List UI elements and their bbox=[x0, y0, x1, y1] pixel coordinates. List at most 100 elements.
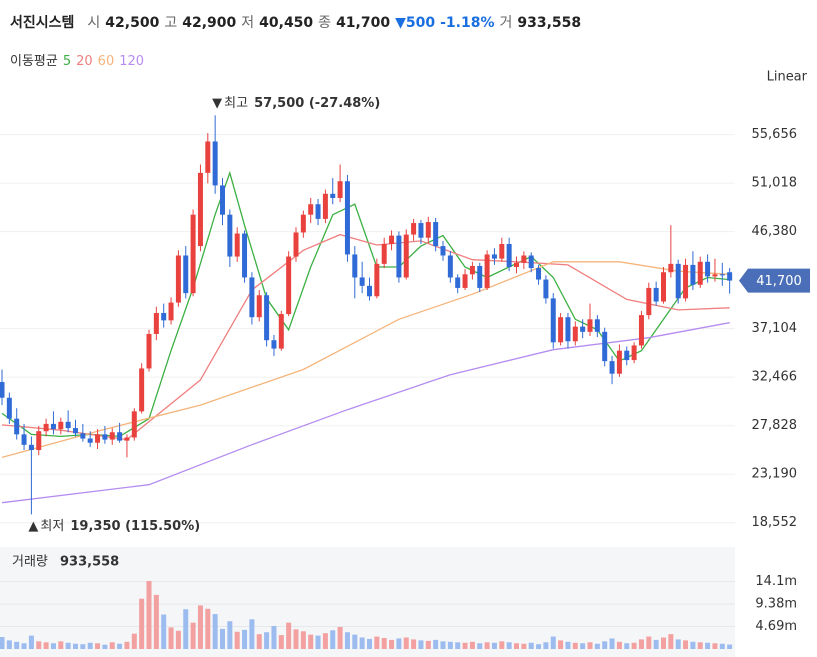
volume-bar bbox=[727, 644, 733, 649]
volume-bar bbox=[587, 642, 593, 649]
volume-bar bbox=[433, 639, 439, 649]
candle-body bbox=[271, 340, 277, 349]
candle-body bbox=[352, 254, 358, 278]
annotation: ▲ 최저 19,350 (115.50%) bbox=[28, 519, 200, 534]
candle-body bbox=[521, 255, 527, 263]
candle-body bbox=[572, 326, 578, 342]
volume-bar bbox=[220, 628, 225, 649]
candle-body bbox=[36, 431, 42, 451]
volume-bar bbox=[131, 633, 137, 649]
candle-body bbox=[367, 285, 372, 297]
ma-line bbox=[1, 322, 730, 504]
value: 42,900 bbox=[182, 15, 237, 31]
volume-bar bbox=[536, 644, 542, 649]
candle-body bbox=[168, 302, 174, 321]
candle-body bbox=[109, 432, 115, 440]
candle-body bbox=[638, 315, 644, 346]
candle-body bbox=[506, 243, 512, 267]
candle-body bbox=[220, 185, 225, 215]
label: 거 bbox=[499, 15, 513, 31]
change: ▼500 bbox=[395, 15, 436, 31]
volume-bar bbox=[234, 631, 240, 649]
ma-line bbox=[1, 233, 730, 441]
value: 42,500 bbox=[105, 15, 160, 31]
candle-body bbox=[153, 313, 159, 334]
legend-entry: 20 bbox=[76, 54, 93, 69]
y-tick-label: 4.69m bbox=[755, 619, 797, 634]
volume-bar bbox=[28, 635, 34, 649]
volume-bar bbox=[389, 639, 395, 649]
volume-bar bbox=[352, 634, 358, 649]
annotation-label: 최저 bbox=[40, 519, 64, 534]
label: 시 bbox=[87, 15, 101, 31]
candle-body bbox=[381, 243, 387, 264]
volume-bar bbox=[308, 634, 314, 649]
y-tick-label: 27,828 bbox=[752, 418, 798, 433]
candle-body bbox=[440, 246, 446, 256]
ma-title: 이동평균 bbox=[10, 54, 58, 69]
annotation-text: 57,500 (-27.48%) bbox=[254, 96, 380, 111]
volume-bar bbox=[528, 642, 534, 649]
candle-body bbox=[139, 368, 145, 412]
volume-bar bbox=[631, 642, 637, 649]
candle-body bbox=[719, 274, 725, 276]
candle-body bbox=[499, 243, 505, 259]
value: 41,700 bbox=[336, 15, 391, 31]
candle-body bbox=[6, 397, 12, 419]
volume-value: 933,558 bbox=[60, 555, 119, 570]
volume-bar bbox=[300, 631, 306, 649]
volume-bar bbox=[425, 640, 431, 649]
candle-body bbox=[308, 204, 314, 215]
volume-bar bbox=[330, 630, 336, 649]
y-tick-label: 14.1m bbox=[755, 574, 797, 589]
candle-body bbox=[631, 345, 637, 361]
candle-body bbox=[418, 223, 424, 238]
volume-bar bbox=[418, 640, 424, 649]
volume-bar bbox=[719, 643, 725, 649]
candle-body bbox=[43, 423, 49, 432]
volume-bar bbox=[153, 594, 159, 649]
candle-body bbox=[587, 319, 593, 332]
label: 종 bbox=[318, 15, 332, 31]
candle-body bbox=[455, 277, 461, 288]
volume-bar bbox=[359, 637, 365, 649]
candle-body bbox=[514, 262, 519, 267]
candle-body bbox=[536, 268, 542, 280]
candle-body bbox=[675, 263, 681, 299]
volume-bar bbox=[499, 641, 505, 649]
annotation-marker: ▲ bbox=[28, 519, 38, 534]
volume-bar bbox=[117, 643, 123, 649]
volume-bar bbox=[58, 641, 64, 649]
candle-body bbox=[205, 141, 211, 173]
candle-body bbox=[293, 232, 299, 257]
annotation-label: 최고 bbox=[224, 96, 248, 111]
candle-body bbox=[330, 193, 336, 198]
volume-bar bbox=[374, 636, 380, 649]
candle-body bbox=[95, 434, 101, 443]
volume-bar bbox=[102, 644, 108, 649]
candle-body bbox=[286, 256, 292, 315]
volume-title: 거래량 bbox=[12, 555, 48, 570]
volume-bar bbox=[190, 622, 196, 649]
price-tag bbox=[739, 268, 810, 293]
candle-body bbox=[337, 181, 343, 198]
annotation-text: 19,350 (115.50%) bbox=[70, 519, 200, 534]
candle-body bbox=[300, 214, 306, 233]
volume-bar bbox=[322, 633, 328, 649]
y-tick-label: 55,656 bbox=[752, 127, 798, 142]
volume-bar bbox=[183, 609, 189, 649]
ma-legend: 이동평균 5 20 60 120 bbox=[10, 50, 144, 69]
volume-bar bbox=[278, 635, 284, 649]
volume-bar bbox=[146, 581, 152, 649]
candle-body bbox=[58, 421, 64, 430]
volume-bar bbox=[403, 637, 409, 649]
candle-body bbox=[411, 223, 417, 235]
legend-entry: 5 bbox=[62, 54, 72, 69]
volume-bar bbox=[87, 642, 93, 649]
volume-bar bbox=[638, 639, 644, 649]
volume-bar bbox=[14, 641, 20, 649]
label: 고 bbox=[164, 15, 178, 31]
volume-bar bbox=[521, 643, 527, 649]
change-pct: -1.18% bbox=[440, 15, 495, 31]
volume-bar bbox=[396, 638, 402, 649]
